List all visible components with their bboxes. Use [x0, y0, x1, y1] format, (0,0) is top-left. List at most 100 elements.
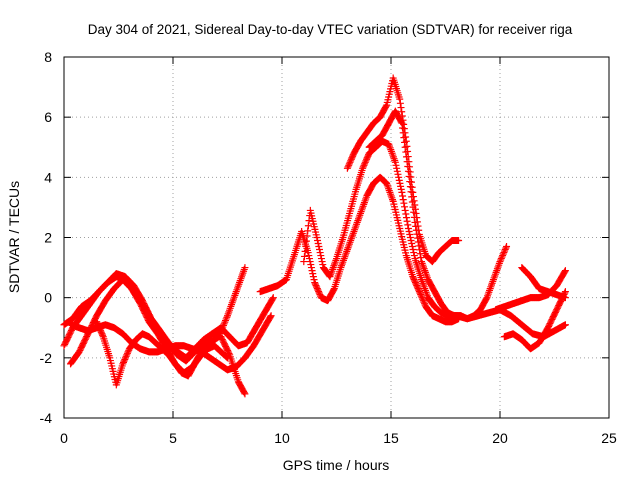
data-point-marker — [215, 331, 223, 339]
data-point-marker — [395, 176, 403, 184]
data-point-marker — [362, 157, 370, 165]
data-point-marker — [93, 318, 101, 326]
data-point-marker — [402, 148, 410, 156]
data-point-marker — [411, 218, 419, 226]
data-point-marker — [409, 273, 417, 281]
data-point-marker — [404, 221, 412, 229]
data-point-marker — [412, 222, 420, 230]
data-point-marker — [304, 249, 312, 257]
data-point-marker — [266, 313, 274, 321]
x-tick-label: 10 — [274, 430, 290, 446]
data-point-marker — [421, 300, 429, 308]
data-point-marker — [304, 227, 312, 235]
data-point-marker — [503, 243, 511, 251]
data-point-marker — [359, 163, 367, 171]
data-point-marker — [310, 276, 318, 284]
y-axis-label: SDTVAR / TECUs — [6, 181, 22, 293]
data-point-marker — [398, 188, 406, 196]
data-point-marker — [93, 319, 101, 327]
data-point-marker — [415, 288, 423, 296]
data-point-marker — [406, 183, 414, 191]
data-point-marker — [306, 258, 314, 266]
data-point-marker — [408, 193, 416, 201]
data-point-marker — [302, 237, 310, 245]
data-point-marker — [314, 286, 322, 294]
data-point-marker — [345, 161, 353, 169]
data-point-marker — [392, 161, 400, 169]
data-point-marker — [363, 154, 371, 162]
data-point-marker — [360, 161, 368, 169]
data-point-marker — [413, 282, 421, 290]
data-point-marker — [395, 173, 403, 181]
data-point-marker — [500, 249, 508, 257]
y-tick-label: 2 — [44, 230, 52, 246]
chart-title: Day 304 of 2021, Sidereal Day-to-day VTE… — [88, 22, 573, 37]
data-point-marker — [406, 178, 414, 186]
y-tick-label: -4 — [40, 410, 53, 426]
data-point-marker — [94, 321, 102, 329]
data-point-marker — [269, 294, 277, 302]
y-tick-label: -2 — [40, 350, 53, 366]
data-point-marker — [398, 119, 406, 127]
x-tick-label: 0 — [60, 430, 68, 446]
data-point-marker — [309, 270, 317, 278]
data-point-marker — [414, 285, 422, 293]
data-points — [60, 74, 569, 398]
data-point-marker — [241, 390, 249, 398]
data-point-marker — [405, 172, 413, 180]
data-point-marker — [123, 351, 131, 359]
data-point-marker — [418, 294, 426, 302]
data-point-marker — [218, 325, 226, 333]
data-point-marker — [309, 273, 317, 281]
data-point-marker — [347, 155, 355, 163]
data-point-marker — [410, 252, 418, 260]
axis-ticks — [63, 56, 610, 419]
data-point-marker — [364, 152, 372, 160]
data-point-marker — [319, 261, 327, 269]
data-point-marker — [410, 213, 418, 221]
data-point-marker — [348, 154, 356, 162]
data-point-marker — [561, 268, 569, 276]
data-point-marker — [413, 230, 421, 238]
data-point-marker — [406, 234, 414, 241]
data-point-marker — [403, 217, 411, 225]
data-point-marker — [455, 237, 463, 245]
data-point-marker — [241, 264, 249, 272]
data-point-marker — [304, 222, 312, 230]
data-point-marker — [561, 267, 569, 275]
data-point-marker — [220, 320, 228, 328]
data-point-marker — [396, 95, 404, 103]
data-point-marker — [561, 294, 569, 302]
data-point-marker — [219, 323, 227, 331]
data-point-marker — [412, 280, 420, 288]
data-point-marker — [303, 232, 311, 240]
data-point-marker — [399, 129, 407, 137]
data-point-marker — [98, 330, 106, 338]
data-point-marker — [408, 240, 416, 248]
data-point-marker — [120, 358, 128, 366]
data-point-marker — [222, 353, 230, 361]
data-point-marker — [305, 252, 313, 260]
data-point-marker — [315, 246, 323, 254]
data-point-marker — [315, 288, 323, 296]
data-point-marker — [397, 185, 405, 193]
data-point-marker — [416, 289, 424, 297]
data-point-marker — [415, 242, 423, 250]
data-point-marker — [402, 153, 410, 161]
series-pass-g — [300, 137, 465, 320]
data-point-marker — [313, 234, 321, 241]
data-point-marker — [417, 292, 425, 300]
series-pass-m — [518, 264, 569, 302]
data-point-marker — [311, 280, 319, 288]
y-tick-label: 6 — [44, 109, 52, 125]
data-point-marker — [404, 224, 412, 232]
data-point-marker — [397, 104, 405, 112]
data-point-marker — [361, 160, 369, 168]
data-point-marker — [307, 261, 315, 269]
data-point-marker — [561, 288, 569, 296]
data-point-marker — [414, 234, 422, 242]
data-point-marker — [482, 295, 490, 303]
data-point-marker — [314, 240, 322, 248]
data-point-marker — [401, 206, 409, 214]
data-point-marker — [394, 170, 402, 178]
